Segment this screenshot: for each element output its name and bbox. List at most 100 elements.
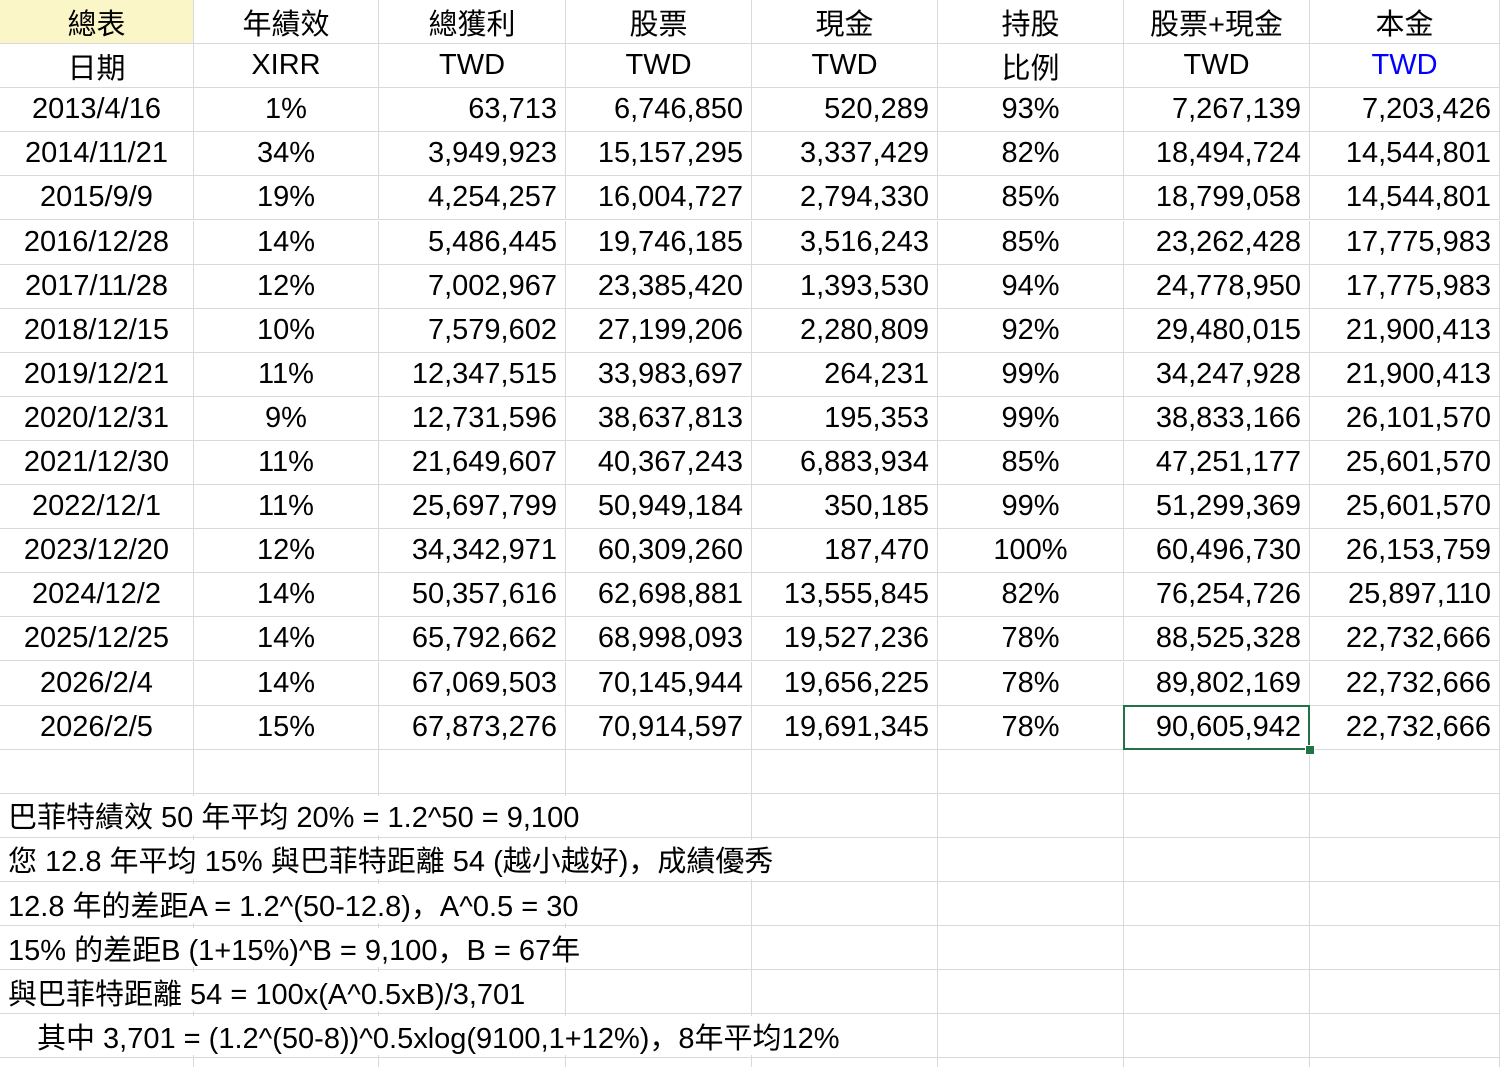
cell-total-profit[interactable]: 12,731,596	[379, 396, 566, 441]
empty-cell[interactable]	[1310, 837, 1500, 882]
cell-principal[interactable]: 22,732,666	[1310, 661, 1500, 706]
cell-total-profit[interactable]: 65,792,662	[379, 617, 566, 662]
cell-cash[interactable]: 350,185	[752, 485, 938, 530]
cell-principal[interactable]: 26,153,759	[1310, 529, 1500, 574]
empty-cell[interactable]	[938, 749, 1124, 794]
empty-cell[interactable]	[1124, 970, 1310, 1015]
cell-holding-ratio[interactable]: 78%	[938, 617, 1124, 662]
cell-holding-ratio[interactable]: 99%	[938, 352, 1124, 397]
empty-cell[interactable]	[566, 793, 752, 838]
cell-stock-plus-cash[interactable]: 38,833,166	[1124, 396, 1310, 441]
empty-cell[interactable]	[0, 749, 194, 794]
cell-total-profit[interactable]: 67,069,503	[379, 661, 566, 706]
cell-xirr[interactable]: 14%	[194, 661, 379, 706]
subheader-xirr[interactable]: XIRR	[194, 44, 379, 89]
cell-stock-plus-cash[interactable]: 18,494,724	[1124, 132, 1310, 177]
note-line-1[interactable]: 巴菲特績效 50 年平均 20% = 1.2^50 = 9,100	[0, 795, 580, 835]
cell-cash[interactable]: 6,883,934	[752, 441, 938, 486]
cell-stock[interactable]: 23,385,420	[566, 264, 752, 309]
cell-date[interactable]: 2015/9/9	[0, 176, 194, 221]
cell-xirr[interactable]: 11%	[194, 485, 379, 530]
cell-principal[interactable]: 17,775,983	[1310, 220, 1500, 265]
cell-holding-ratio[interactable]: 85%	[938, 176, 1124, 221]
cell-stock[interactable]: 62,698,881	[566, 573, 752, 618]
cell-date[interactable]: 2026/2/5	[0, 705, 194, 750]
cell-xirr[interactable]: 15%	[194, 705, 379, 750]
cell-stock[interactable]: 60,309,260	[566, 529, 752, 574]
empty-cell[interactable]	[752, 1058, 938, 1067]
empty-cell[interactable]	[1310, 1014, 1500, 1059]
cell-stock-plus-cash[interactable]: 88,525,328	[1124, 617, 1310, 662]
header-principal[interactable]: 本金	[1310, 0, 1500, 45]
cell-stock-plus-cash[interactable]: 24,778,950	[1124, 264, 1310, 309]
cell-date[interactable]: 2019/12/21	[0, 352, 194, 397]
cell-stock-plus-cash[interactable]: 90,605,942	[1124, 705, 1310, 750]
cell-holding-ratio[interactable]: 92%	[938, 308, 1124, 353]
cell-principal[interactable]: 7,203,426	[1310, 88, 1500, 133]
cell-cash[interactable]: 3,337,429	[752, 132, 938, 177]
cell-holding-ratio[interactable]: 82%	[938, 132, 1124, 177]
note-line-6[interactable]: 其中 3,701 = (1.2^(50-8))^0.5xlog(9100,1+1…	[0, 1016, 840, 1056]
note-line-4[interactable]: 15% 的差距B (1+15%)^B = 9,100，B = 67年	[0, 928, 581, 968]
cell-holding-ratio[interactable]: 78%	[938, 705, 1124, 750]
cell-date[interactable]: 2023/12/20	[0, 529, 194, 574]
cell-stock-plus-cash[interactable]: 7,267,139	[1124, 88, 1310, 133]
header-holding-ratio[interactable]: 持股	[938, 0, 1124, 45]
cell-principal[interactable]: 21,900,413	[1310, 308, 1500, 353]
header-stock[interactable]: 股票	[566, 0, 752, 45]
cell-cash[interactable]: 19,691,345	[752, 705, 938, 750]
cell-cash[interactable]: 520,289	[752, 88, 938, 133]
subheader-holding-ratio[interactable]: 比例	[938, 44, 1124, 89]
cell-stock[interactable]: 15,157,295	[566, 132, 752, 177]
cell-date[interactable]: 2021/12/30	[0, 441, 194, 486]
cell-total-profit[interactable]: 67,873,276	[379, 705, 566, 750]
empty-cell[interactable]	[379, 970, 566, 1015]
cell-xirr[interactable]: 9%	[194, 396, 379, 441]
note-line-3[interactable]: 12.8 年的差距A = 1.2^(50-12.8)，A^0.5 = 30	[0, 884, 579, 924]
empty-cell[interactable]	[1124, 793, 1310, 838]
cell-total-profit[interactable]: 34,342,971	[379, 529, 566, 574]
cell-total-profit[interactable]: 3,949,923	[379, 132, 566, 177]
cell-stock-plus-cash[interactable]: 34,247,928	[1124, 352, 1310, 397]
cell-date[interactable]: 2018/12/15	[0, 308, 194, 353]
cell-holding-ratio[interactable]: 99%	[938, 485, 1124, 530]
cell-total-profit[interactable]: 63,713	[379, 88, 566, 133]
empty-cell[interactable]	[938, 793, 1124, 838]
header-xirr[interactable]: 年績效	[194, 0, 379, 45]
cell-cash[interactable]: 19,656,225	[752, 661, 938, 706]
empty-cell[interactable]	[752, 882, 938, 927]
cell-xirr[interactable]: 14%	[194, 573, 379, 618]
empty-cell[interactable]	[566, 749, 752, 794]
cell-stock-plus-cash[interactable]: 51,299,369	[1124, 485, 1310, 530]
cell-stock-plus-cash[interactable]: 29,480,015	[1124, 308, 1310, 353]
cell-principal[interactable]: 22,732,666	[1310, 617, 1500, 662]
cell-xirr[interactable]: 10%	[194, 308, 379, 353]
fill-handle[interactable]	[1305, 744, 1315, 755]
cell-cash[interactable]: 195,353	[752, 396, 938, 441]
cell-principal[interactable]: 17,775,983	[1310, 264, 1500, 309]
cell-total-profit[interactable]: 50,357,616	[379, 573, 566, 618]
cell-xirr[interactable]: 12%	[194, 264, 379, 309]
note-line-2[interactable]: 您 12.8 年平均 15% 與巴菲特距離 54 (越小越好)，成績優秀	[0, 839, 774, 879]
cell-xirr[interactable]: 12%	[194, 529, 379, 574]
empty-cell[interactable]	[1310, 749, 1500, 794]
cell-xirr[interactable]: 11%	[194, 352, 379, 397]
cell-total-profit[interactable]: 21,649,607	[379, 441, 566, 486]
cell-total-profit[interactable]: 5,486,445	[379, 220, 566, 265]
cell-principal[interactable]: 14,544,801	[1310, 176, 1500, 221]
cell-xirr[interactable]: 1%	[194, 88, 379, 133]
empty-cell[interactable]	[566, 970, 752, 1015]
cell-cash[interactable]: 3,516,243	[752, 220, 938, 265]
cell-stock[interactable]: 16,004,727	[566, 176, 752, 221]
empty-cell[interactable]	[379, 1058, 566, 1067]
cell-principal[interactable]: 21,900,413	[1310, 352, 1500, 397]
cell-stock[interactable]: 6,746,850	[566, 88, 752, 133]
empty-cell[interactable]	[194, 749, 379, 794]
cell-cash[interactable]: 187,470	[752, 529, 938, 574]
cell-stock[interactable]: 70,914,597	[566, 705, 752, 750]
cell-holding-ratio[interactable]: 93%	[938, 88, 1124, 133]
cell-holding-ratio[interactable]: 78%	[938, 661, 1124, 706]
empty-cell[interactable]	[938, 926, 1124, 971]
cell-date[interactable]: 2017/11/28	[0, 264, 194, 309]
empty-cell[interactable]	[752, 793, 938, 838]
